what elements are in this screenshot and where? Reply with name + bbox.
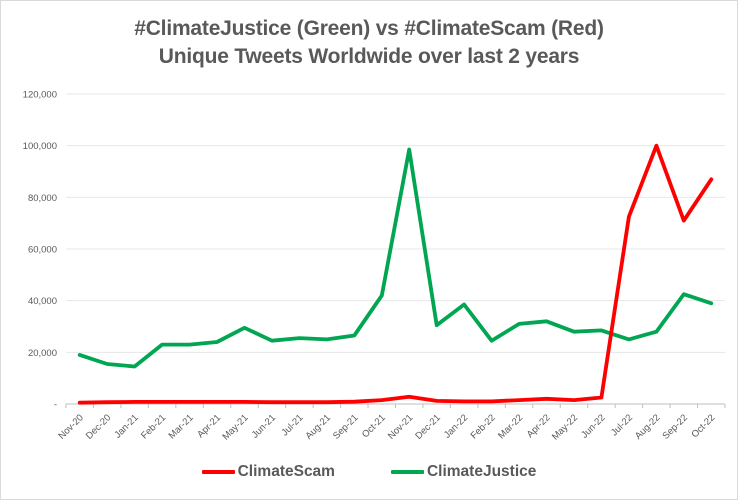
series-line-ClimateScam bbox=[77, 143, 714, 405]
svg-text:May-21: May-21 bbox=[220, 412, 250, 442]
chart-title-line1: #ClimateJustice (Green) vs #ClimateScam … bbox=[134, 17, 604, 40]
legend-label: ClimateScam bbox=[237, 463, 335, 480]
svg-text:100,000: 100,000 bbox=[23, 141, 57, 152]
svg-text:Apr-22: Apr-22 bbox=[525, 412, 553, 440]
svg-text:Jun-21: Jun-21 bbox=[250, 412, 278, 440]
svg-text:Jul-21: Jul-21 bbox=[279, 412, 305, 438]
svg-text:Mar-22: Mar-22 bbox=[496, 412, 525, 441]
svg-text:Nov-21: Nov-21 bbox=[386, 412, 415, 441]
svg-text:Oct-21: Oct-21 bbox=[360, 412, 388, 440]
chart-title-line2: Unique Tweets Worldwide over last 2 year… bbox=[158, 45, 580, 68]
svg-text:Jan-22: Jan-22 bbox=[442, 412, 470, 440]
legend-item-climatescam: ClimateScam bbox=[201, 463, 335, 481]
svg-text:120,000: 120,000 bbox=[23, 90, 57, 101]
series-line-ClimateJustice bbox=[77, 147, 714, 369]
svg-text:Aug-21: Aug-21 bbox=[304, 412, 333, 441]
svg-text:Feb-22: Feb-22 bbox=[469, 412, 498, 441]
svg-text:Nov-20: Nov-20 bbox=[56, 412, 85, 441]
svg-text:20,000: 20,000 bbox=[28, 348, 57, 359]
svg-text:Mar-21: Mar-21 bbox=[167, 412, 196, 441]
svg-text:Aug-22: Aug-22 bbox=[633, 412, 662, 441]
svg-text:Sep-21: Sep-21 bbox=[331, 412, 360, 441]
svg-text:60,000: 60,000 bbox=[28, 245, 57, 256]
svg-text:Jul-22: Jul-22 bbox=[609, 412, 635, 438]
chart-legend: ClimateScam ClimateJustice bbox=[1, 463, 737, 481]
svg-text:Feb-21: Feb-21 bbox=[139, 412, 168, 441]
legend-swatch bbox=[390, 470, 424, 474]
x-axis bbox=[65, 403, 726, 408]
legend-label: ClimateJustice bbox=[426, 463, 537, 480]
svg-text:-: - bbox=[54, 400, 57, 411]
svg-text:Dec-20: Dec-20 bbox=[84, 412, 113, 441]
y-axis-labels: - 20,000 40,000 60,000 80,000 100,000 120,000 bbox=[23, 90, 57, 411]
svg-text:80,000: 80,000 bbox=[28, 193, 57, 204]
svg-text:Oct-22: Oct-22 bbox=[689, 412, 717, 440]
svg-text:Jun-22: Jun-22 bbox=[579, 412, 607, 440]
svg-text:Apr-21: Apr-21 bbox=[195, 412, 223, 440]
svg-text:Dec-21: Dec-21 bbox=[413, 412, 442, 441]
svg-text:Jan-21: Jan-21 bbox=[112, 412, 140, 440]
svg-text:40,000: 40,000 bbox=[28, 296, 57, 307]
legend-item-climatejustice: ClimateJustice bbox=[390, 463, 537, 481]
legend-swatch bbox=[201, 470, 235, 474]
svg-text:May-22: May-22 bbox=[550, 412, 580, 442]
chart-title: #ClimateJustice (Green) vs #ClimateScam … bbox=[1, 15, 737, 71]
svg-text:Sep-22: Sep-22 bbox=[660, 412, 689, 441]
